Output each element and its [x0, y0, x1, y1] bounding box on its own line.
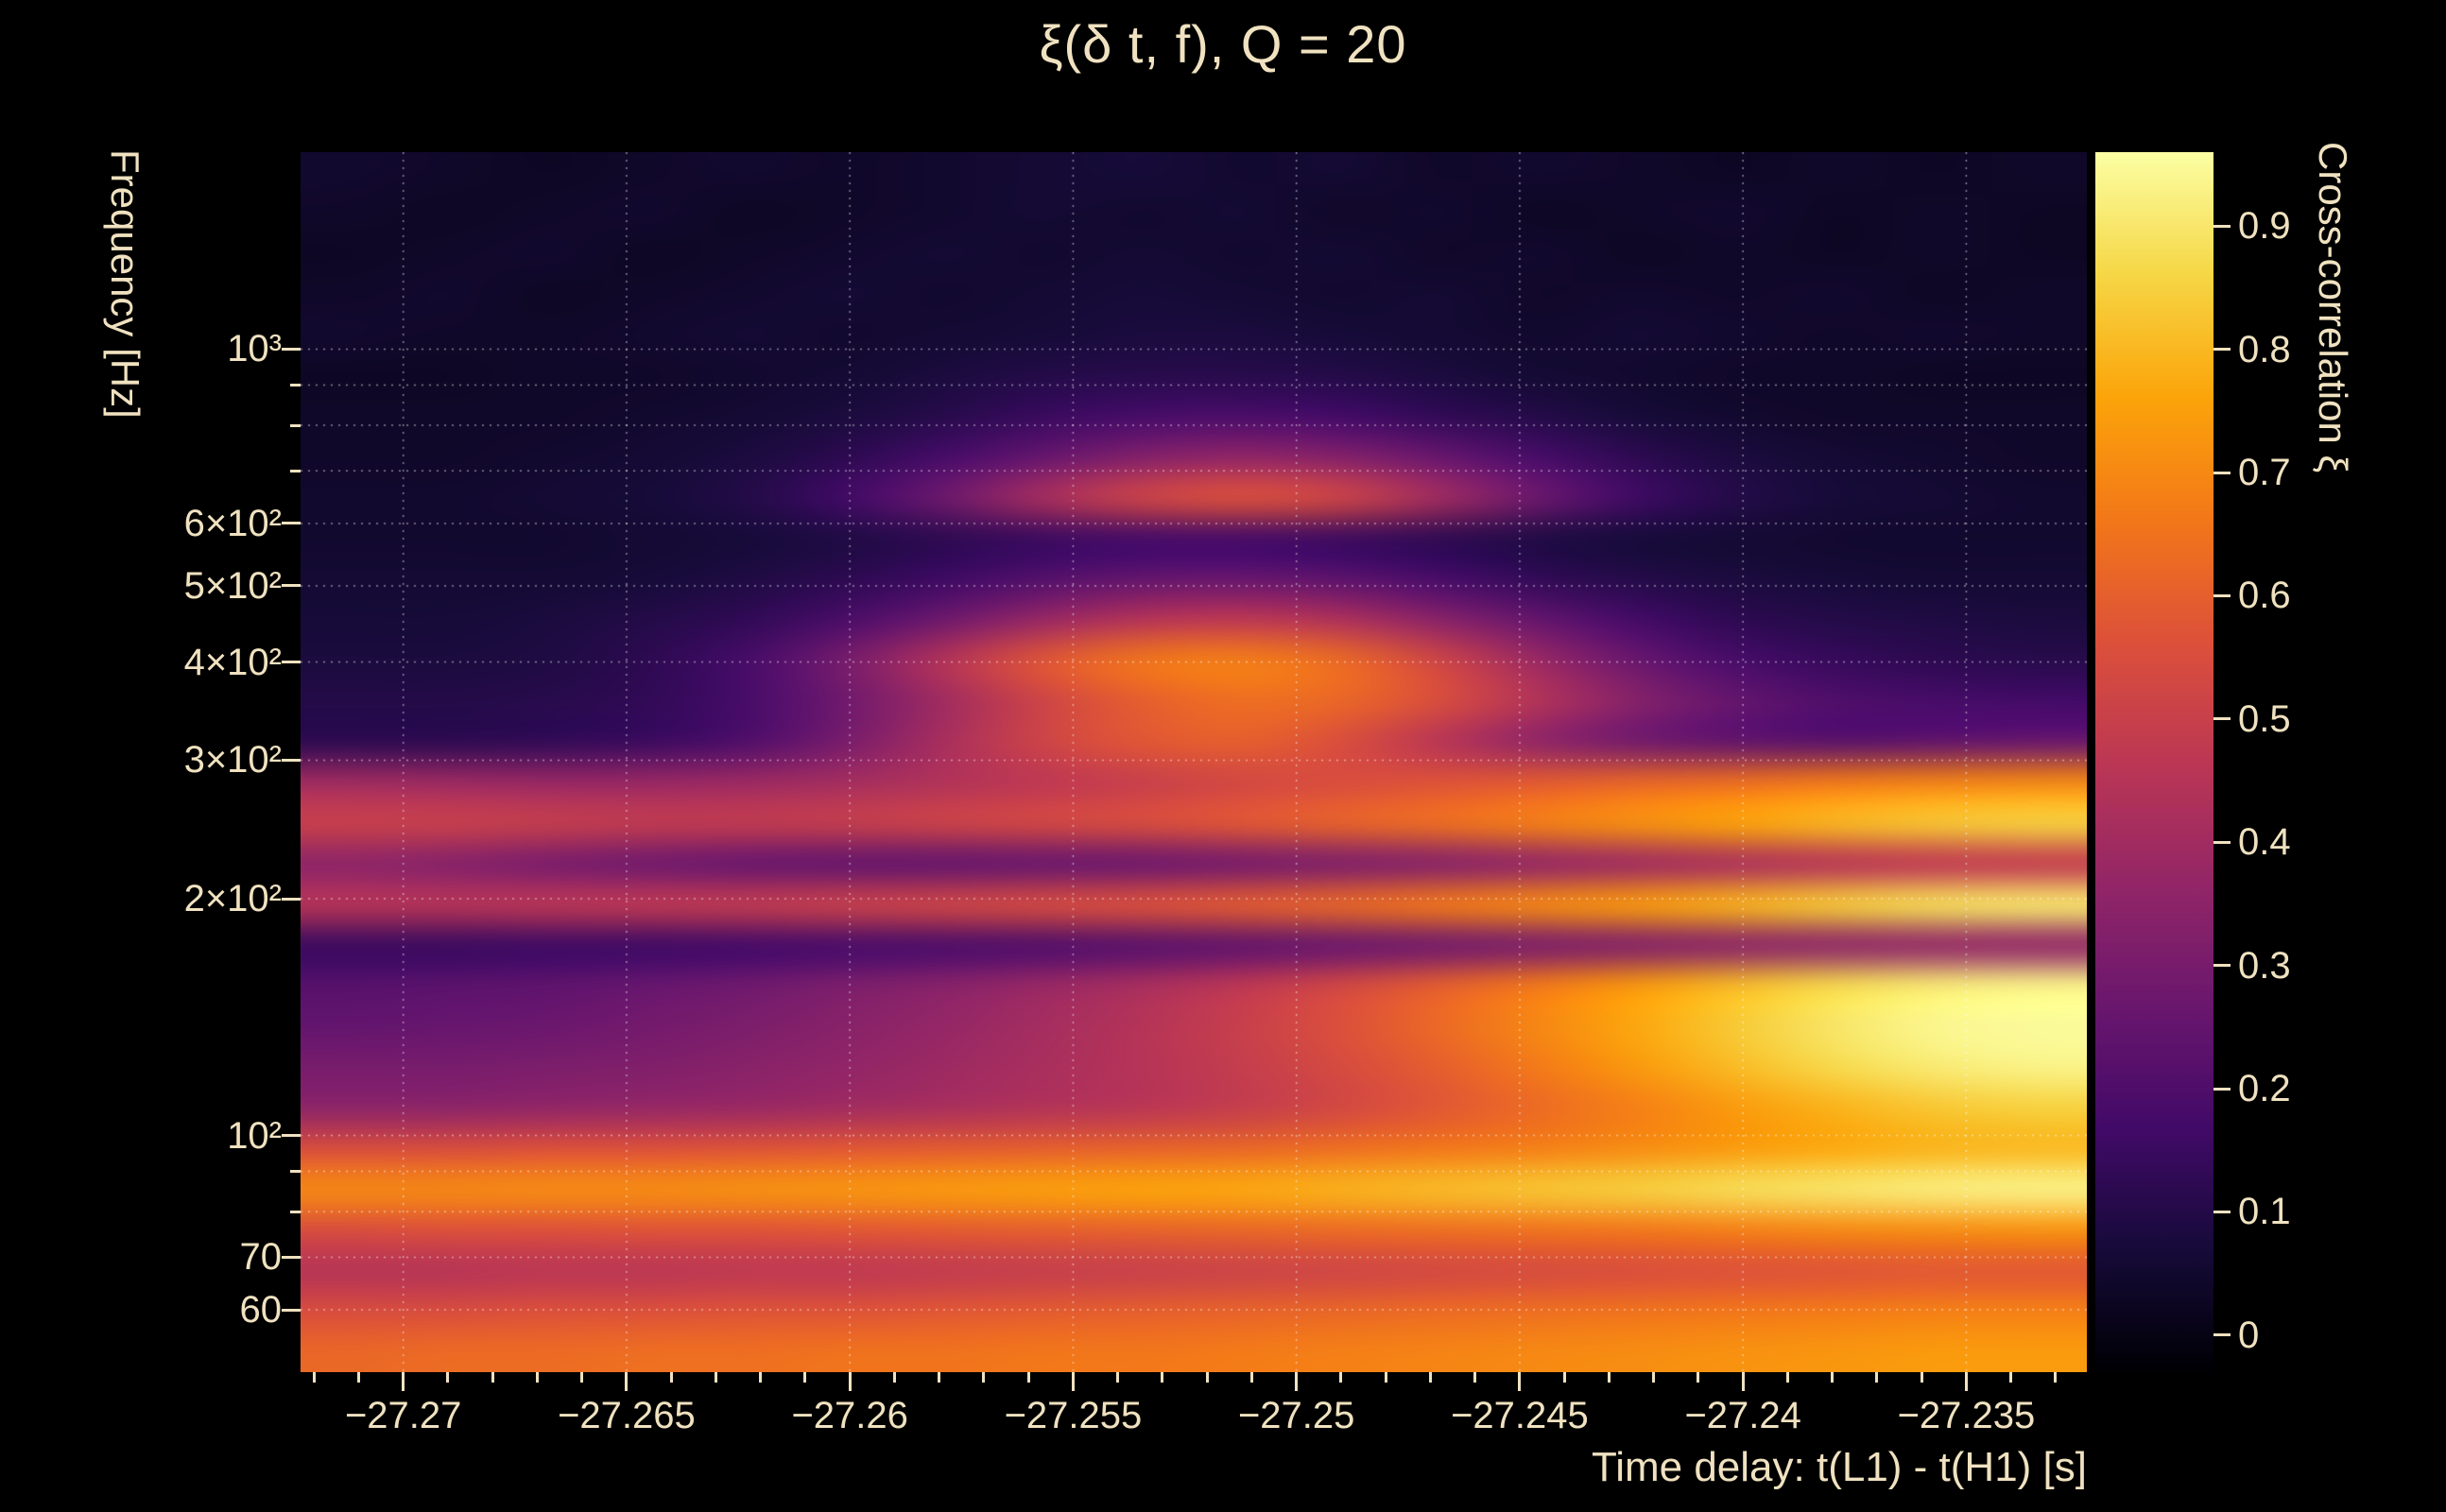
x-minor-tick: [1831, 1372, 1834, 1383]
colorbar-tick-label: 0.7: [2238, 452, 2291, 494]
y-tick-label: 4×10²: [183, 641, 282, 683]
y-tick-label: 5×10²: [183, 564, 282, 607]
colorbar-tick-label: 0.6: [2238, 575, 2291, 617]
colorbar-tick: [2213, 964, 2231, 968]
y-major-tick: [282, 758, 301, 762]
y-axis-label: Frequency [Hz]: [103, 149, 147, 419]
colorbar-tick: [2213, 348, 2231, 352]
colorbar-tick-label: 0.9: [2238, 205, 2291, 248]
x-minor-tick: [714, 1372, 717, 1383]
y-minor-tick: [290, 1170, 301, 1174]
y-major-tick: [282, 1308, 301, 1312]
colorbar-tick-label: 0.8: [2238, 328, 2291, 370]
x-tick-label: −27.255: [1004, 1395, 1143, 1436]
x-minor-tick: [1785, 1372, 1789, 1383]
x-minor-tick: [1518, 1372, 1522, 1383]
y-minor-tick: [290, 423, 301, 427]
x-tick-label: −27.26: [791, 1395, 908, 1436]
x-minor-tick: [1741, 1372, 1745, 1383]
x-minor-tick: [1071, 1372, 1075, 1383]
y-minor-tick: [290, 383, 301, 387]
x-minor-tick: [938, 1372, 941, 1383]
x-tick-label: −27.25: [1237, 1395, 1355, 1436]
x-minor-tick: [1920, 1372, 1923, 1383]
x-minor-tick: [356, 1372, 360, 1383]
colorbar-tick-label: 0.4: [2238, 821, 2291, 864]
x-minor-tick: [1161, 1372, 1164, 1383]
x-minor-tick: [1964, 1372, 1968, 1383]
y-tick-label: 6×10²: [183, 502, 282, 544]
y-major-tick: [282, 1134, 301, 1137]
x-minor-tick: [1473, 1372, 1477, 1383]
x-minor-tick: [1249, 1372, 1253, 1383]
y-tick-label: 2×10²: [183, 878, 282, 919]
x-minor-tick: [759, 1372, 763, 1383]
x-minor-tick: [803, 1372, 807, 1383]
y-minor-tick: [290, 1210, 301, 1213]
colorbar-tick: [2213, 1333, 2231, 1337]
y-minor-tick: [290, 469, 301, 472]
colorbar-tick-label: 0: [2238, 1314, 2260, 1356]
colorbar-tick: [2213, 717, 2231, 721]
colorbar-tick-label: 0.5: [2238, 697, 2291, 740]
x-minor-tick: [1116, 1372, 1120, 1383]
x-minor-tick: [1384, 1372, 1387, 1383]
y-major-tick: [282, 661, 301, 664]
x-minor-tick: [491, 1372, 494, 1383]
y-tick-label: 10³: [227, 328, 282, 370]
x-minor-tick: [1339, 1372, 1343, 1383]
x-minor-tick: [1205, 1372, 1209, 1383]
y-tick-label: 10²: [227, 1114, 282, 1157]
x-minor-tick: [446, 1372, 450, 1383]
x-tick-label: −27.24: [1684, 1395, 1801, 1436]
y-major-tick: [282, 897, 301, 901]
x-tick-label: −27.27: [344, 1395, 462, 1436]
x-tick-label: −27.245: [1451, 1395, 1589, 1436]
colorbar-tick: [2213, 593, 2231, 597]
x-minor-tick: [535, 1372, 539, 1383]
x-minor-tick: [1697, 1372, 1700, 1383]
colorbar-tick-label: 0.2: [2238, 1068, 2291, 1110]
x-minor-tick: [1875, 1372, 1879, 1383]
x-minor-tick: [1295, 1372, 1299, 1383]
x-tick-label: −27.235: [1897, 1395, 2036, 1436]
x-minor-tick: [1428, 1372, 1432, 1383]
x-axis-label: Time delay: t(L1) - t(H1) [s]: [1591, 1444, 2087, 1490]
x-minor-tick: [402, 1372, 405, 1383]
y-tick-label: 70: [239, 1236, 283, 1279]
heatmap-canvas: [301, 152, 2087, 1372]
x-minor-tick: [982, 1372, 986, 1383]
y-tick-label: 60: [239, 1289, 283, 1332]
y-major-tick: [282, 347, 301, 351]
colorbar-tick-label: 0.1: [2238, 1191, 2291, 1233]
x-minor-tick: [1562, 1372, 1566, 1383]
colorbar-label: Cross-correlation ξ: [2311, 142, 2355, 473]
colorbar-tick: [2213, 471, 2231, 474]
x-minor-tick: [892, 1372, 896, 1383]
x-minor-tick: [1652, 1372, 1656, 1383]
x-minor-tick: [1607, 1372, 1611, 1383]
y-tick-label: 3×10²: [183, 739, 282, 782]
colorbar-tick: [2213, 224, 2231, 228]
x-minor-tick: [669, 1372, 673, 1383]
y-major-tick: [282, 1255, 301, 1259]
y-major-tick: [282, 522, 301, 525]
colorbar-tick: [2213, 840, 2231, 844]
x-minor-tick: [848, 1372, 852, 1383]
colorbar-tick: [2213, 1210, 2231, 1213]
x-minor-tick: [2009, 1372, 2013, 1383]
x-minor-tick: [625, 1372, 629, 1383]
x-minor-tick: [1026, 1372, 1030, 1383]
colorbar-tick: [2213, 1087, 2231, 1091]
colorbar: [2095, 152, 2213, 1372]
x-minor-tick: [312, 1372, 316, 1383]
x-tick-label: −27.265: [558, 1395, 696, 1436]
y-major-tick: [282, 584, 301, 588]
colorbar-tick-label: 0.3: [2238, 944, 2291, 987]
x-minor-tick: [580, 1372, 584, 1383]
x-minor-tick: [2054, 1372, 2058, 1383]
plot-title: ξ(δ t, f), Q = 20: [1039, 14, 1407, 74]
